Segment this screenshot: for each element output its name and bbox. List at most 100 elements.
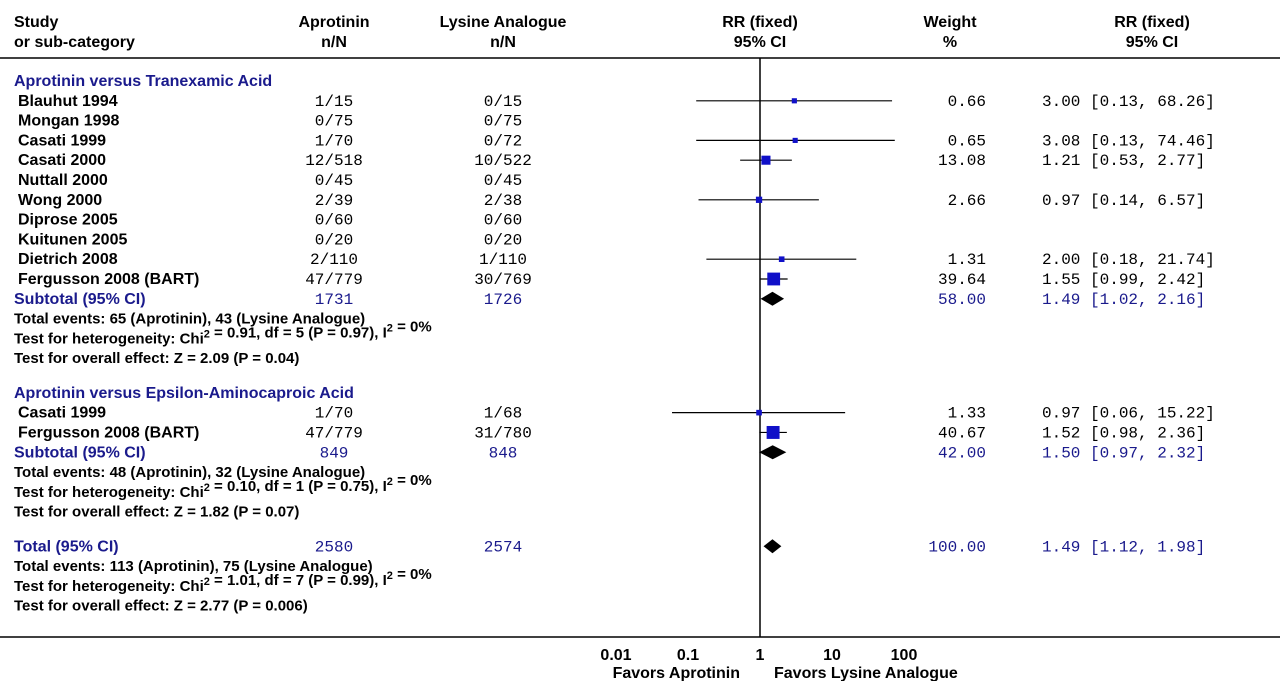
- subtotal-treatment-total: 1731: [315, 291, 353, 309]
- group-title: Aprotinin versus Tranexamic Acid: [14, 73, 272, 90]
- header-treatment-nn: n/N: [321, 34, 347, 51]
- header-plot-ci: 95% CI: [734, 34, 786, 51]
- study-name: Blauhut 1994: [18, 93, 118, 110]
- effect-square: [756, 409, 762, 416]
- x-tick-label: 0.01: [600, 647, 631, 664]
- x-tick-label: 0.1: [677, 647, 699, 664]
- group-statistics: Test for overall effect: Z = 2.09 (P = 0…: [14, 350, 299, 367]
- effect-square: [778, 256, 785, 263]
- control-events: 0/45: [484, 172, 522, 190]
- control-events: 0/72: [484, 132, 522, 150]
- treatment-events: 47/779: [305, 271, 363, 289]
- treatment-events: 0/75: [315, 113, 353, 131]
- study-weight: 2.66: [948, 192, 986, 210]
- header-plot-rr: RR (fixed): [722, 14, 798, 31]
- effect-square: [792, 137, 798, 143]
- favors-left-label: Favors Aprotinin: [613, 665, 740, 681]
- study-weight: 0.66: [948, 93, 986, 111]
- treatment-events: 12/518: [305, 152, 363, 170]
- treatment-events: 0/20: [315, 231, 353, 249]
- effect-square: [761, 155, 771, 165]
- group-statistics: Total events: 65 (Aprotinin), 43 (Lysine…: [14, 311, 365, 328]
- study-name: Casati 1999: [18, 132, 106, 149]
- subtotal-diamond: [760, 291, 785, 306]
- control-events: 31/780: [474, 424, 532, 442]
- study-weight: 1.31: [948, 251, 986, 269]
- effect-square: [766, 425, 780, 439]
- favors-right-label: Favors Lysine Analogue: [774, 665, 958, 681]
- x-tick-label: 10: [823, 647, 841, 664]
- header-weight: Weight: [923, 14, 977, 31]
- study-name: Fergusson 2008 (BART): [18, 424, 199, 441]
- study-weight: 40.67: [938, 424, 986, 442]
- subtotal-rr-ci: 1.50 [0.97, 2.32]: [1042, 444, 1205, 462]
- control-events: 30/769: [474, 271, 532, 289]
- study-name: Kuitunen 2005: [18, 231, 127, 248]
- overall-statistics: Test for overall effect: Z = 2.77 (P = 0…: [14, 598, 308, 615]
- study-name: Fergusson 2008 (BART): [18, 271, 199, 288]
- treatment-events: 1/70: [315, 132, 353, 150]
- subtotal-label: Subtotal (95% CI): [14, 291, 146, 308]
- overall-total-diamond: [763, 539, 782, 554]
- subtotal-label: Subtotal (95% CI): [14, 444, 146, 461]
- subtotal-rr-ci: 1.49 [1.02, 2.16]: [1042, 291, 1205, 309]
- group-statistics: Total events: 48 (Aprotinin), 32 (Lysine…: [14, 464, 365, 481]
- study-name: Nuttall 2000: [18, 172, 108, 189]
- effect-square: [755, 196, 763, 203]
- overall-total-rr-ci: 1.49 [1.12, 1.98]: [1042, 538, 1205, 556]
- header-control: Lysine Analogue: [440, 14, 567, 31]
- header-rr-ci: 95% CI: [1126, 34, 1178, 51]
- control-events: 0/60: [484, 212, 522, 230]
- control-events: 10/522: [474, 152, 532, 170]
- effect-square: [791, 98, 797, 104]
- group-statistics: Test for overall effect: Z = 1.82 (P = 0…: [14, 504, 299, 521]
- treatment-events: 0/45: [315, 172, 353, 190]
- header-control-nn: n/N: [490, 34, 516, 51]
- subtotal-control-total: 1726: [484, 291, 522, 309]
- study-name: Diprose 2005: [18, 212, 118, 229]
- study-rr-ci: 1.52 [0.98, 2.36]: [1042, 424, 1205, 442]
- study-name: Dietrich 2008: [18, 251, 118, 268]
- subtotal-weight: 58.00: [938, 291, 986, 309]
- treatment-events: 1/70: [315, 405, 353, 423]
- study-name: Mongan 1998: [18, 113, 119, 130]
- study-name: Casati 2000: [18, 152, 106, 169]
- subtotal-weight: 42.00: [938, 444, 986, 462]
- control-events: 2/38: [484, 192, 522, 210]
- study-rr-ci: 0.97 [0.06, 15.22]: [1042, 405, 1215, 423]
- subtotal-control-total: 848: [489, 444, 518, 462]
- study-rr-ci: 1.21 [0.53, 2.77]: [1042, 152, 1205, 170]
- treatment-events: 1/15: [315, 93, 353, 111]
- x-tick-label: 100: [891, 647, 918, 664]
- control-events: 1/68: [484, 405, 522, 423]
- header-weight-pct: %: [943, 34, 957, 51]
- study-rr-ci: 1.55 [0.99, 2.42]: [1042, 271, 1205, 289]
- overall-total-control-total: 2574: [484, 538, 522, 556]
- study-weight: 1.33: [948, 405, 986, 423]
- x-tick-label: 1: [756, 647, 765, 664]
- study-rr-ci: 3.08 [0.13, 74.46]: [1042, 132, 1215, 150]
- study-weight: 13.08: [938, 152, 986, 170]
- control-events: 0/75: [484, 113, 522, 131]
- study-weight: 0.65: [948, 132, 986, 150]
- overall-total-treatment-total: 2580: [315, 538, 353, 556]
- overall-total-weight: 100.00: [928, 538, 986, 556]
- control-events: 1/110: [479, 251, 527, 269]
- group-title: Aprotinin versus Epsilon-Aminocaproic Ac…: [14, 385, 354, 402]
- study-rr-ci: 0.97 [0.14, 6.57]: [1042, 192, 1205, 210]
- header-study: Study: [14, 14, 59, 31]
- study-name: Wong 2000: [18, 192, 102, 209]
- subtotal-diamond: [759, 445, 787, 460]
- treatment-events: 47/779: [305, 424, 363, 442]
- treatment-events: 2/39: [315, 192, 353, 210]
- control-events: 0/15: [484, 93, 522, 111]
- overall-total-label: Total (95% CI): [14, 538, 119, 555]
- subtotal-treatment-total: 849: [320, 444, 349, 462]
- study-weight: 39.64: [938, 271, 986, 289]
- header-treatment: Aprotinin: [298, 14, 369, 31]
- study-rr-ci: 2.00 [0.18, 21.74]: [1042, 251, 1215, 269]
- study-rr-ci: 3.00 [0.13, 68.26]: [1042, 93, 1215, 111]
- overall-statistics: Total events: 113 (Aprotinin), 75 (Lysin…: [14, 558, 373, 575]
- study-name: Casati 1999: [18, 405, 106, 422]
